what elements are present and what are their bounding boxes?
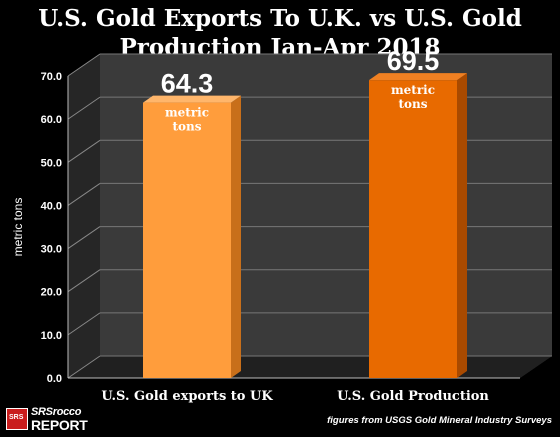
gridline-side (67, 183, 101, 206)
srsrocco-logo: SRS SRSrocco REPORT (6, 406, 102, 433)
bar-value-label: 64.3 (161, 69, 214, 99)
bar-unit-label: metric (391, 83, 435, 97)
source-note: figures from USGS Gold Mineral Industry … (327, 415, 552, 426)
y-tick-label: 30.0 (41, 244, 62, 256)
y-tick-label: 10.0 (41, 330, 62, 342)
chart-title-line1: U.S. Gold Exports To U.K. vs U.S. Gold (38, 5, 522, 32)
chart-title: U.S. Gold Exports To U.K. vs U.S. Gold P… (0, 4, 560, 62)
bar (369, 80, 457, 379)
category-label: U.S. Gold Production (337, 389, 489, 404)
gridline-side (67, 139, 101, 163)
bar-top (369, 73, 467, 81)
y-tick-label: 40.0 (41, 200, 62, 212)
gridline-side (67, 53, 101, 77)
gridline-side (67, 96, 101, 120)
gridline-side (67, 312, 101, 336)
y-tick-label: 70.0 (41, 71, 62, 83)
gridline-side (67, 226, 101, 249)
y-axis-title: metric tons (11, 198, 25, 257)
bar-side (457, 73, 467, 379)
category-label: U.S. Gold exports to UK (101, 389, 273, 404)
gridline-side (67, 355, 101, 379)
bar-unit-label: metric (165, 106, 209, 120)
bar (143, 102, 231, 378)
bar-unit-label: tons (398, 97, 427, 111)
bar-side (231, 95, 241, 378)
logo-line1: SRSrocco (31, 406, 82, 418)
y-tick-label: 20.0 (41, 287, 62, 299)
logo-badge-icon: SRS (6, 408, 28, 430)
bar-value-label: 69.5 (387, 46, 440, 76)
bar-top (143, 95, 241, 103)
y-tick-label: 50.0 (41, 157, 62, 169)
logo-line2: REPORT (31, 417, 88, 433)
side-wall (68, 54, 100, 378)
y-tick-label: 60.0 (41, 114, 62, 126)
floor (68, 356, 552, 378)
bar-unit-label: tons (172, 120, 201, 134)
y-tick-label: 0.0 (47, 373, 62, 385)
gridline-side (67, 269, 101, 293)
